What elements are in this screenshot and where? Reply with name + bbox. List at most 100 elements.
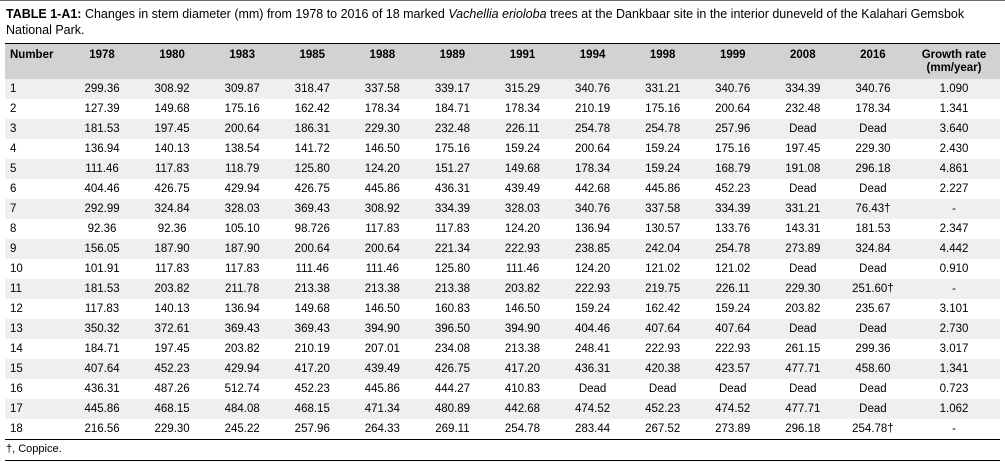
row-number-cell: 2 bbox=[10, 103, 17, 115]
diameter-value-cell: Dead bbox=[718, 383, 747, 395]
column-header-year: 1998 bbox=[627, 43, 698, 79]
diameter-value-cell: 429.94 bbox=[224, 183, 260, 195]
row-number-cell: 11 bbox=[10, 283, 22, 295]
diameter-value-cell: 186.31 bbox=[294, 123, 330, 135]
table-footnote: †, Coppice. bbox=[5, 439, 1000, 461]
diameter-value-cell: 130.57 bbox=[645, 223, 681, 235]
diameter-value-cell: Dead bbox=[789, 383, 817, 395]
diameter-value-cell: 125.80 bbox=[434, 263, 471, 275]
growth-rate-cell: 1.341 bbox=[939, 103, 969, 115]
diameter-value-cell: 251.60† bbox=[852, 283, 894, 295]
row-number-cell: 18 bbox=[10, 423, 23, 435]
table-row: 18 216.56 229.30 245.22 257.96 264.33 269.11 25… bbox=[5, 419, 1000, 439]
table-row: 2 127.39 149.68 175.16 162.42 178.34 184.71 178… bbox=[5, 99, 1000, 119]
row-number-cell: 1 bbox=[10, 83, 17, 95]
growth-rate-cell: 2.730 bbox=[939, 323, 969, 335]
diameter-value-cell: 436.31 bbox=[574, 363, 611, 375]
diameter-value-cell: Dead bbox=[578, 383, 607, 395]
diameter-value-cell: 219.75 bbox=[645, 283, 681, 295]
diameter-value-cell: 178.34 bbox=[504, 103, 541, 115]
diameter-value-cell: 334.39 bbox=[715, 203, 751, 215]
diameter-value-cell: 216.56 bbox=[84, 423, 120, 435]
diameter-value-cell: 210.19 bbox=[294, 343, 330, 355]
diameter-value-cell: 474.52 bbox=[715, 403, 751, 415]
growth-rate-cell: 3.101 bbox=[939, 303, 969, 315]
diameter-value-cell: 118.79 bbox=[225, 163, 260, 175]
diameter-value-cell: Dead bbox=[648, 383, 677, 395]
diameter-value-cell: 328.03 bbox=[224, 203, 260, 215]
diameter-value-cell: 324.84 bbox=[154, 203, 190, 215]
stem-diameter-table: Number 1978 1980 1983 1985 1988 1989 1991 1994 19… bbox=[5, 43, 1000, 439]
diameter-value-cell: 143.31 bbox=[785, 223, 821, 235]
diameter-value-cell: Dead bbox=[789, 183, 817, 195]
diameter-value-cell: Dead bbox=[859, 183, 887, 195]
growth-rate-cell: - bbox=[952, 203, 956, 215]
diameter-value-cell: 234.08 bbox=[434, 343, 471, 355]
diameter-value-cell: 350.32 bbox=[84, 323, 120, 335]
diameter-value-cell: 140.13 bbox=[154, 143, 190, 155]
diameter-value-cell: 328.03 bbox=[504, 203, 541, 215]
diameter-value-cell: 200.64 bbox=[294, 243, 330, 255]
diameter-value-cell: 254.78 bbox=[574, 123, 611, 135]
diameter-value-cell: 261.15 bbox=[785, 343, 821, 355]
diameter-value-cell: 339.17 bbox=[434, 83, 471, 95]
diameter-value-cell: 254.78 bbox=[715, 243, 751, 255]
column-header-year: 1989 bbox=[417, 43, 488, 79]
diameter-value-cell: 423.57 bbox=[715, 363, 751, 375]
diameter-value-cell: Dead bbox=[859, 323, 887, 335]
diameter-value-cell: 213.38 bbox=[294, 283, 330, 295]
diameter-value-cell: 257.96 bbox=[294, 423, 330, 435]
diameter-value-cell: 404.46 bbox=[574, 323, 611, 335]
growth-rate-cell: 1.062 bbox=[939, 403, 969, 415]
column-header-year: 1999 bbox=[697, 43, 768, 79]
row-number-cell: 3 bbox=[10, 123, 17, 135]
row-number-cell: 12 bbox=[10, 303, 23, 315]
diameter-value-cell: 175.16 bbox=[224, 103, 260, 115]
diameter-value-cell: 232.48 bbox=[785, 103, 821, 115]
diameter-value-cell: 444.27 bbox=[434, 383, 471, 395]
row-number-cell: 8 bbox=[10, 223, 17, 235]
table-caption: TABLE 1-A1: Changes in stem diameter (mm… bbox=[5, 3, 1000, 43]
table-row: 12 117.83 140.13 136.94 149.68 146.50 160.83 14… bbox=[5, 299, 1000, 319]
diameter-value-cell: 197.45 bbox=[154, 343, 190, 355]
row-number-cell: 5 bbox=[10, 163, 17, 175]
diameter-value-cell: 477.71 bbox=[785, 363, 821, 375]
column-header-year: 1991 bbox=[487, 43, 558, 79]
diameter-value-cell: 468.15 bbox=[154, 403, 190, 415]
diameter-value-cell: 111.46 bbox=[505, 263, 540, 275]
diameter-value-cell: 127.39 bbox=[84, 103, 120, 115]
row-number-cell: 16 bbox=[10, 383, 23, 395]
diameter-value-cell: 121.02 bbox=[715, 263, 751, 275]
diameter-value-cell: Dead bbox=[789, 323, 817, 335]
diameter-value-cell: 468.15 bbox=[294, 403, 330, 415]
diameter-value-cell: 436.31 bbox=[434, 183, 471, 195]
diameter-value-cell: 211.78 bbox=[225, 283, 260, 295]
diameter-value-cell: 181.53 bbox=[84, 123, 120, 135]
diameter-value-cell: 248.41 bbox=[574, 343, 611, 355]
diameter-value-cell: 197.45 bbox=[785, 143, 821, 155]
table-body: 1 299.36 308.92 309.87 318.47 337.58 339.17 315… bbox=[5, 79, 1000, 439]
diameter-value-cell: 111.46 bbox=[295, 263, 329, 275]
diameter-value-cell: 213.38 bbox=[364, 283, 400, 295]
diameter-value-cell: 222.93 bbox=[574, 283, 611, 295]
diameter-value-cell: 417.20 bbox=[294, 363, 330, 375]
diameter-value-cell: 267.52 bbox=[645, 423, 681, 435]
table-row: 7 292.99 324.84 328.03 369.43 308.92 334.39 328… bbox=[5, 199, 1000, 219]
diameter-value-cell: 146.50 bbox=[364, 303, 400, 315]
diameter-value-cell: 101.91 bbox=[84, 263, 120, 275]
diameter-value-cell: 136.94 bbox=[574, 223, 611, 235]
table-row: 6 404.46 426.75 429.94 426.75 445.86 436.31 439… bbox=[5, 179, 1000, 199]
growth-rate-cell: 4.861 bbox=[939, 163, 969, 175]
diameter-value-cell: 445.86 bbox=[84, 403, 120, 415]
diameter-value-cell: 369.43 bbox=[294, 203, 330, 215]
diameter-value-cell: 254.78 bbox=[504, 423, 541, 435]
diameter-value-cell: 162.42 bbox=[294, 103, 330, 115]
diameter-value-cell: 471.34 bbox=[364, 403, 400, 415]
diameter-value-cell: 111.46 bbox=[85, 163, 119, 175]
diameter-value-cell: 133.76 bbox=[715, 223, 751, 235]
diameter-value-cell: 125.80 bbox=[294, 163, 330, 175]
growth-rate-cell: 1.341 bbox=[939, 363, 969, 375]
diameter-value-cell: 337.58 bbox=[645, 203, 681, 215]
diameter-value-cell: 337.58 bbox=[364, 83, 400, 95]
column-header-year: 1988 bbox=[347, 43, 418, 79]
